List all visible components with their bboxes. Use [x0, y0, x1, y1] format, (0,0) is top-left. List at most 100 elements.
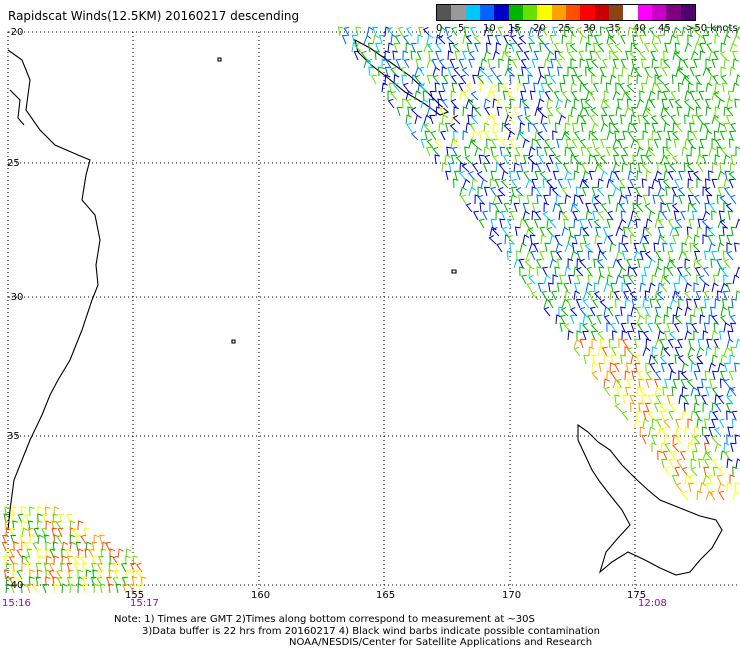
wind-barb	[477, 194, 485, 205]
wind-barb	[690, 362, 697, 373]
wind-barb	[730, 442, 736, 453]
wind-barb	[37, 555, 45, 566]
wind-barb	[711, 354, 718, 365]
wind-barb	[608, 338, 615, 349]
legend-swatch	[437, 5, 452, 20]
wind-barb	[696, 362, 703, 373]
wind-barb	[677, 354, 686, 365]
wind-barb	[510, 26, 517, 37]
wind-barb	[603, 378, 610, 389]
wind-barb	[627, 274, 635, 285]
wind-barb	[136, 569, 143, 580]
wind-barb	[614, 394, 620, 405]
wind-barb	[671, 202, 680, 213]
wind-barb	[96, 576, 103, 587]
wind-barb	[423, 114, 431, 125]
wind-barb	[579, 338, 586, 349]
wind-barb	[462, 130, 469, 141]
wind-barb	[615, 250, 623, 261]
wind-barb	[491, 138, 498, 149]
wind-barb	[3, 569, 10, 580]
wind-barb	[453, 106, 459, 117]
wind-barb	[450, 90, 457, 101]
wind-barb	[504, 50, 512, 61]
wind-barb	[29, 569, 35, 580]
wind-barb	[75, 541, 82, 552]
wind-barb	[681, 26, 689, 37]
wind-barb	[564, 146, 571, 157]
legend-swatch	[608, 5, 624, 20]
wind-barb	[579, 138, 587, 149]
wind-barb	[642, 346, 651, 357]
wind-barb	[72, 555, 79, 566]
wind-barb	[538, 66, 544, 77]
wind-barb	[674, 290, 683, 301]
wind-barb	[648, 354, 656, 365]
wind-barb	[696, 34, 705, 45]
wind-barb	[645, 170, 652, 181]
wind-barb	[585, 42, 592, 53]
wind-barb	[684, 114, 690, 125]
wind-barb	[671, 386, 678, 397]
wind-barb	[677, 338, 683, 349]
wind-barb	[573, 170, 580, 181]
wind-barb	[698, 90, 705, 101]
wind-barb	[471, 178, 478, 189]
wind-barb	[711, 314, 719, 325]
wind-barb	[713, 115, 722, 125]
wind-barb	[581, 162, 588, 173]
wind-barb	[651, 130, 658, 141]
wind-barb	[636, 202, 644, 213]
wind-barb	[518, 35, 527, 45]
wind-barb	[446, 146, 452, 157]
wind-barb	[672, 314, 679, 325]
wind-barb	[4, 506, 10, 517]
wind-barb	[600, 154, 608, 165]
wind-barb	[470, 139, 479, 149]
wind-barb	[680, 370, 689, 381]
wind-barb	[600, 250, 608, 261]
wind-barb	[92, 555, 99, 566]
wind-barb	[723, 378, 731, 389]
wind-barb	[706, 194, 712, 205]
wind-barb	[600, 98, 608, 109]
wind-barb	[24, 513, 31, 524]
wind-barb	[690, 314, 696, 325]
wind-barb	[410, 50, 417, 61]
wind-barb	[734, 482, 740, 493]
wind-barb	[41, 527, 48, 538]
wind-barb	[496, 106, 503, 117]
wind-barb	[655, 322, 662, 333]
wind-barb	[599, 26, 606, 37]
wind-barb	[625, 50, 631, 61]
wind-barb	[414, 90, 422, 101]
wind-barb	[720, 66, 726, 77]
wind-barb	[639, 426, 646, 437]
wind-barb	[636, 138, 642, 149]
wind-barb	[688, 338, 694, 349]
wind-barb	[621, 90, 630, 101]
wind-barb	[495, 42, 502, 53]
wind-barb	[569, 43, 578, 53]
wind-barb	[730, 322, 736, 333]
wind-barb	[459, 170, 467, 181]
wind-barb	[42, 513, 48, 524]
wind-barb	[426, 34, 434, 45]
wind-barb	[570, 202, 578, 213]
wind-barb	[645, 379, 652, 389]
wind-barb	[627, 122, 635, 133]
wind-barb	[416, 50, 423, 61]
wind-barb	[674, 466, 681, 477]
wind-barb	[509, 242, 515, 253]
wind-barb	[632, 202, 639, 213]
wind-barb	[555, 314, 562, 325]
wind-barb	[552, 202, 560, 213]
wind-barb	[571, 90, 578, 101]
wind-barb	[525, 178, 534, 189]
wind-barb	[509, 210, 516, 221]
wind-barb	[621, 66, 628, 77]
wind-barb	[693, 282, 699, 293]
wind-barb	[474, 106, 482, 117]
wind-barb	[727, 210, 734, 221]
wind-barb	[591, 186, 598, 197]
